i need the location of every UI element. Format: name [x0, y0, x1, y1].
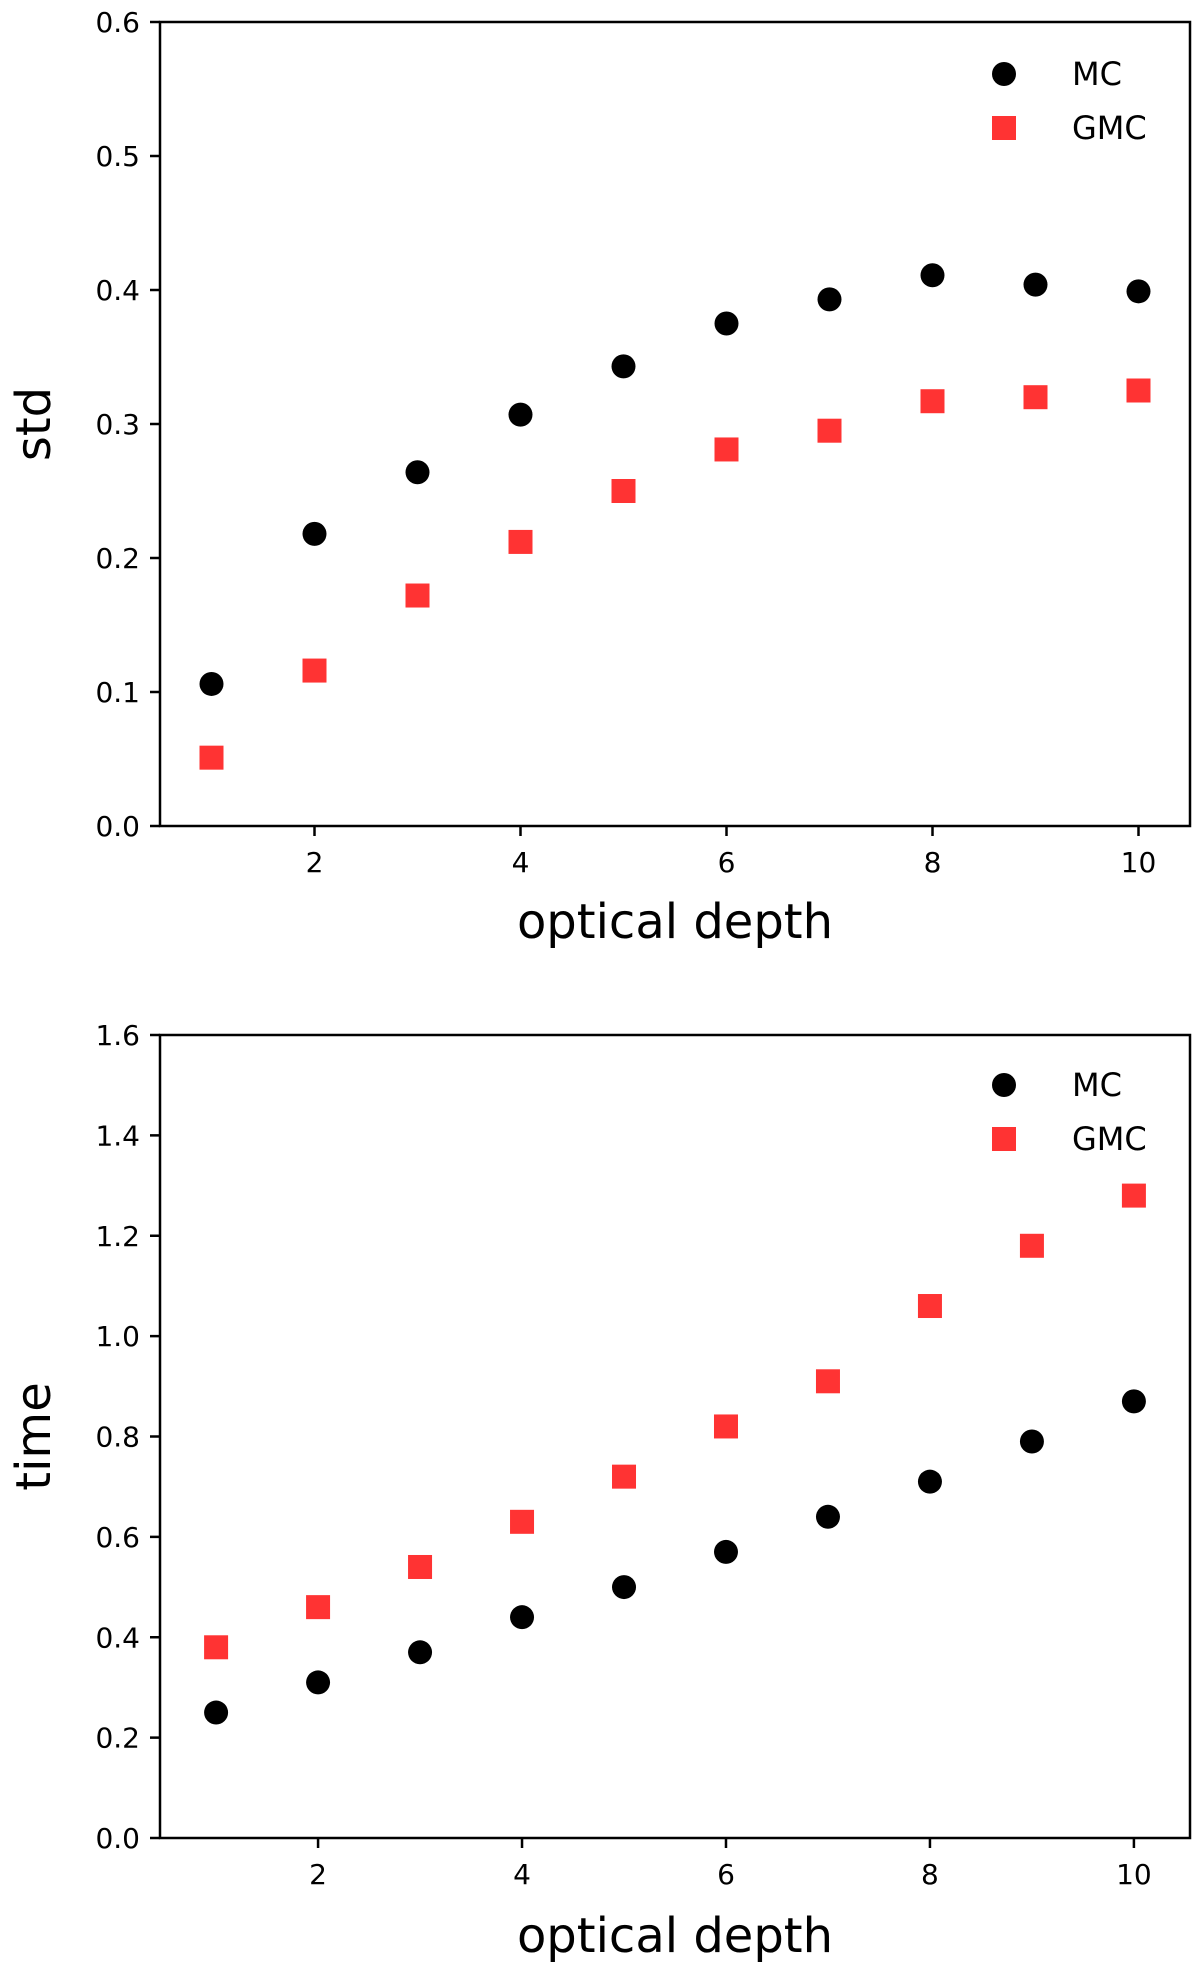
time-chart-mc-point	[510, 1605, 535, 1630]
std-chart-mc-point	[405, 460, 430, 485]
time-chart-mc-point	[1121, 1389, 1146, 1414]
std-chart-x-tick-label: 6	[718, 846, 736, 879]
std-chart-x-tick-label: 4	[512, 846, 530, 879]
std-chart-y-tick-label: 0.5	[95, 140, 140, 173]
time-chart-mc-point	[815, 1504, 840, 1529]
time-chart-x-tick-label: 2	[309, 1858, 327, 1891]
time-chart-legend-mc-marker	[992, 1073, 1016, 1097]
std-chart-y-tick-label: 0.1	[95, 676, 140, 709]
time-chart-legend-gmc-label: GMC	[1072, 1120, 1147, 1158]
time-chart-ticks: 2 4 6 8 10 0.0 0.2 0.4 0.6 0.8 1.0 1.2 1.4 1.6	[95, 1019, 1151, 1891]
time-chart-legend-gmc-marker	[992, 1127, 1016, 1151]
std-chart-marks	[199, 263, 1151, 770]
std-chart-y-tick-label: 0.3	[95, 408, 140, 441]
std-chart-mc-point	[817, 287, 842, 312]
time-chart-y-tick-label: 0.8	[95, 1421, 140, 1454]
std-chart-y-axis-label: std	[6, 387, 62, 461]
time-chart-gmc-point	[1019, 1233, 1044, 1258]
time-chart-mc-point	[408, 1640, 433, 1665]
std-chart-x-axis-label: optical depth	[517, 894, 833, 950]
time-chart-legend-mc-label: MC	[1072, 1066, 1122, 1104]
std-chart-legend-mc-marker	[992, 62, 1016, 86]
time-chart-x-tick-label: 8	[921, 1858, 939, 1891]
time-chart-mc-point	[612, 1575, 637, 1600]
time-chart-gmc-point	[917, 1294, 942, 1319]
time-chart-gmc-point	[1121, 1183, 1146, 1208]
std-chart-legend-mc-label: MC	[1072, 55, 1122, 93]
time-chart-y-tick-label: 0.6	[95, 1521, 140, 1554]
std-chart-frame	[158, 20, 1192, 828]
std-chart-x-tick-label: 10	[1121, 846, 1157, 879]
time-chart-x-tick-label: 6	[717, 1858, 735, 1891]
time-chart-frame	[158, 1033, 1192, 1840]
time-chart-y-tick-label: 0.2	[95, 1722, 140, 1755]
time-chart-marks	[204, 1183, 1146, 1725]
std-chart-mc-point	[920, 263, 945, 288]
std-chart-mc-point	[302, 521, 327, 546]
time-chart-mc-point	[1019, 1429, 1044, 1454]
time-chart-mc-point	[917, 1469, 942, 1494]
std-chart-legend-gmc-label: GMC	[1072, 109, 1147, 147]
time-chart-mc-point	[204, 1700, 229, 1725]
std-chart-y-tick-label: 0.6	[95, 6, 140, 39]
time-chart-gmc-point	[612, 1464, 637, 1489]
std-chart-mc-point	[714, 311, 739, 336]
time-chart-y-tick-label: 1.4	[95, 1119, 140, 1152]
time-chart-x-axis-label: optical depth	[517, 1908, 833, 1964]
std-chart-mc-point	[1023, 272, 1048, 297]
std-chart: 2 4 6 8 10 0.0 0.1 0.2 0.3 0.4 0.5 0.6 optical dept…	[6, 6, 1192, 950]
std-chart-mc-point	[1126, 279, 1151, 304]
time-chart-mc-point	[306, 1670, 331, 1695]
std-chart-mc-point	[199, 671, 224, 696]
time-chart-x-tick-label: 4	[513, 1858, 531, 1891]
time-chart-gmc-point	[815, 1369, 840, 1394]
time-chart-gmc-point	[510, 1509, 535, 1534]
std-chart-mc-point	[508, 402, 533, 427]
std-chart-mc-point	[611, 354, 636, 379]
time-chart-y-tick-label: 0.0	[95, 1822, 140, 1855]
std-chart-gmc-point	[1023, 385, 1048, 410]
std-chart-gmc-point	[508, 529, 533, 554]
std-chart-gmc-point	[405, 583, 430, 608]
time-chart-y-tick-label: 1.2	[95, 1220, 140, 1253]
std-chart-legend: MC GMC	[992, 55, 1147, 147]
std-chart-gmc-point	[302, 658, 327, 683]
time-chart-x-tick-label: 10	[1116, 1858, 1152, 1891]
time-chart-y-tick-label: 0.4	[95, 1621, 140, 1654]
std-chart-y-tick-label: 0.0	[95, 810, 140, 843]
std-chart-gmc-point	[920, 389, 945, 414]
std-chart-gmc-point	[199, 745, 224, 770]
time-chart-legend: MC GMC	[992, 1066, 1147, 1158]
std-chart-x-tick-label: 8	[924, 846, 942, 879]
time-chart-mc-point	[713, 1539, 738, 1564]
time-chart-gmc-point	[408, 1554, 433, 1579]
std-chart-y-tick-label: 0.2	[95, 542, 140, 575]
std-chart-legend-gmc-marker	[992, 116, 1016, 140]
std-chart-y-tick-label: 0.4	[95, 274, 140, 307]
std-chart-gmc-point	[817, 418, 842, 443]
time-chart-y-tick-label: 1.6	[95, 1019, 140, 1052]
std-chart-gmc-point	[714, 437, 739, 462]
time-chart: 2 4 6 8 10 0.0 0.2 0.4 0.6 0.8 1.0 1.2 1.4 1.6 optica…	[6, 1019, 1192, 1964]
time-chart-y-axis-label: time	[6, 1382, 62, 1490]
std-chart-ticks: 2 4 6 8 10 0.0 0.1 0.2 0.3 0.4 0.5 0.6	[95, 6, 1156, 879]
time-chart-y-tick-label: 1.0	[95, 1320, 140, 1353]
std-chart-gmc-point	[1126, 378, 1151, 403]
time-chart-gmc-point	[713, 1414, 738, 1439]
std-chart-x-tick-label: 2	[306, 846, 324, 879]
time-chart-gmc-point	[306, 1595, 331, 1620]
std-chart-gmc-point	[611, 479, 636, 503]
time-chart-gmc-point	[204, 1635, 229, 1660]
